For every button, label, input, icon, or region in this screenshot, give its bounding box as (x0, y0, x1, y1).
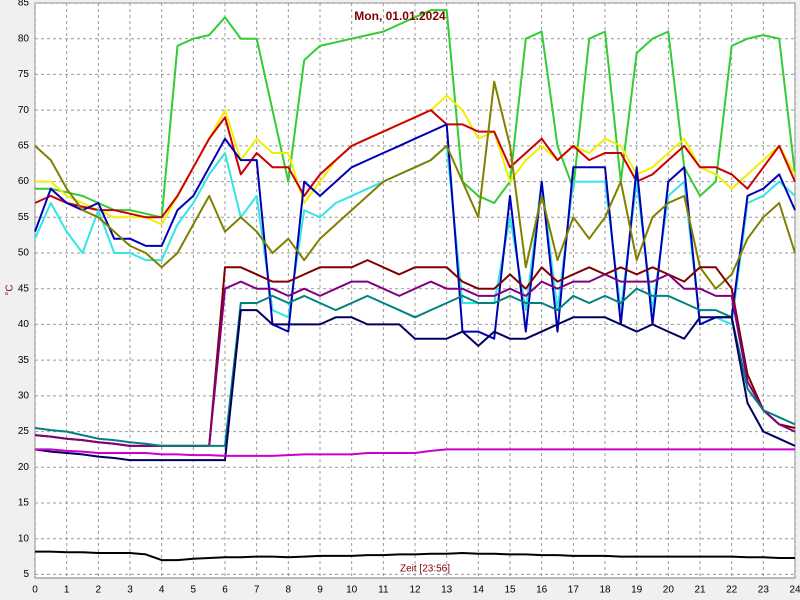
x-tick-label: 21 (694, 585, 706, 596)
y-tick-label: 5 (23, 569, 29, 580)
y-tick-label: 70 (18, 105, 30, 116)
x-tick-label: 24 (789, 585, 800, 596)
lines (34, 9, 796, 562)
x-tick-label: 23 (758, 585, 770, 596)
y-tick-label: 50 (18, 248, 30, 259)
x-tick-label: 11 (378, 585, 389, 596)
plot-area (34, 2, 796, 579)
series-line (34, 80, 796, 290)
x-tick-label: 9 (317, 585, 323, 596)
x-tick-label: 7 (254, 585, 260, 596)
x-axis-label: Zeit [23:56] (400, 564, 450, 575)
y-tick-label: 30 (18, 390, 30, 401)
y-tick-label: 35 (18, 355, 30, 366)
y-axis-label: °C (5, 284, 16, 295)
x-tick-label: 18 (599, 585, 611, 596)
x-tick-label: 14 (473, 585, 485, 596)
y-tick-label: 40 (18, 319, 30, 330)
x-tick-label: 2 (96, 585, 102, 596)
x-tick-label: 20 (663, 585, 675, 596)
series-line (35, 448, 795, 457)
x-tick-label: 15 (504, 585, 516, 596)
x-tick-label: 16 (536, 585, 548, 596)
chart-title: Mon, 01.01.2024 (354, 9, 446, 23)
y-tick-label: 75 (18, 69, 30, 80)
series-line (34, 287, 796, 447)
series-line (34, 309, 796, 462)
x-tick-label: 13 (441, 585, 453, 596)
x-tick-label: 6 (222, 585, 228, 596)
y-tick-label: 80 (18, 33, 30, 44)
series-line (34, 109, 796, 219)
x-tick-label: 8 (286, 585, 292, 596)
x-tick-label: 12 (409, 585, 421, 596)
x-tick-label: 1 (64, 585, 70, 596)
y-tick-label: 25 (18, 426, 30, 437)
x-tick-label: 19 (631, 585, 643, 596)
x-tick-label: 0 (32, 585, 38, 596)
x-tick-label: 22 (726, 585, 738, 596)
x-tick-label: 17 (568, 585, 580, 596)
y-tick-label: 60 (18, 176, 30, 187)
y-tick-label: 45 (18, 283, 30, 294)
series-line (34, 123, 796, 340)
x-tick-label: 3 (127, 585, 133, 596)
y-tick-label: 85 (18, 0, 30, 9)
x-tick-label: 5 (191, 585, 197, 596)
y-tick-label: 55 (18, 212, 30, 223)
x-tick-label: 10 (346, 585, 358, 596)
grid (34, 2, 796, 578)
y-tick-label: 15 (18, 498, 30, 509)
y-tick-label: 65 (18, 140, 30, 151)
series-line (35, 550, 795, 562)
x-tick-label: 4 (159, 585, 165, 596)
y-tick-label: 20 (18, 462, 30, 473)
y-tick-label: 10 (18, 533, 30, 544)
